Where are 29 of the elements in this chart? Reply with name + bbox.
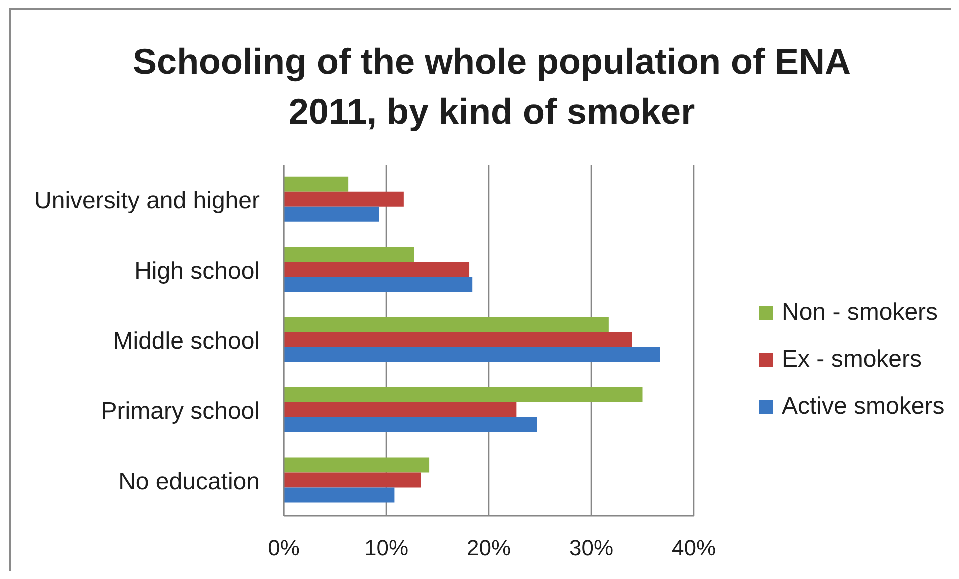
bar <box>284 418 538 433</box>
legend-label: Ex - smokers <box>782 346 922 374</box>
bar <box>284 247 414 262</box>
x-tick-label: 40% <box>672 536 716 561</box>
bar <box>284 472 422 488</box>
bar <box>284 317 609 332</box>
bar <box>284 192 404 207</box>
bar <box>284 402 517 418</box>
bar <box>284 332 632 348</box>
bar <box>284 488 395 503</box>
bar <box>284 458 430 473</box>
bar <box>284 277 473 292</box>
bar <box>284 206 380 222</box>
bar <box>284 262 470 278</box>
x-tick-label: 20% <box>466 536 512 561</box>
y-tick-label: Primary school <box>101 398 260 426</box>
legend-label: Active smokers <box>782 392 945 420</box>
y-tick-label: No education <box>118 468 260 496</box>
legend-label: Non - smokers <box>782 298 938 326</box>
x-tick-label: 30% <box>569 536 614 561</box>
bar <box>284 176 349 192</box>
chart-title: Schooling of the whole population of ENA 2011, by kind of smoker <box>132 40 852 134</box>
x-tick-label: 10% <box>364 536 409 561</box>
bar <box>284 388 643 403</box>
y-tick-label: High school <box>134 258 260 285</box>
bar <box>284 347 660 362</box>
x-tick-label: 0% <box>268 536 300 561</box>
y-tick-label: University and higher <box>34 188 260 215</box>
y-tick-label: Middle school <box>113 328 260 356</box>
